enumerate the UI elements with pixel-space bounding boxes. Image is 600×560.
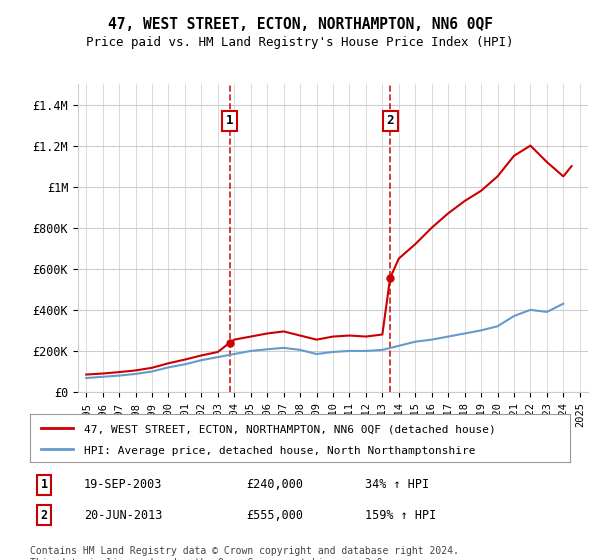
Text: 47, WEST STREET, ECTON, NORTHAMPTON, NN6 0QF (detached house): 47, WEST STREET, ECTON, NORTHAMPTON, NN6… (84, 424, 496, 435)
Text: 159% ↑ HPI: 159% ↑ HPI (365, 508, 436, 522)
Text: 34% ↑ HPI: 34% ↑ HPI (365, 478, 429, 492)
Text: 1: 1 (226, 114, 233, 128)
Text: 2: 2 (386, 114, 394, 128)
Text: HPI: Average price, detached house, North Northamptonshire: HPI: Average price, detached house, Nort… (84, 446, 476, 456)
Text: 47, WEST STREET, ECTON, NORTHAMPTON, NN6 0QF: 47, WEST STREET, ECTON, NORTHAMPTON, NN6… (107, 17, 493, 32)
Text: 1: 1 (41, 478, 48, 492)
Text: £240,000: £240,000 (246, 478, 303, 492)
Text: Contains HM Land Registry data © Crown copyright and database right 2024.
This d: Contains HM Land Registry data © Crown c… (30, 546, 459, 560)
Text: 2: 2 (41, 508, 48, 522)
Text: 20-JUN-2013: 20-JUN-2013 (84, 508, 163, 522)
Text: Price paid vs. HM Land Registry's House Price Index (HPI): Price paid vs. HM Land Registry's House … (86, 36, 514, 49)
Text: £555,000: £555,000 (246, 508, 303, 522)
Text: 19-SEP-2003: 19-SEP-2003 (84, 478, 163, 492)
